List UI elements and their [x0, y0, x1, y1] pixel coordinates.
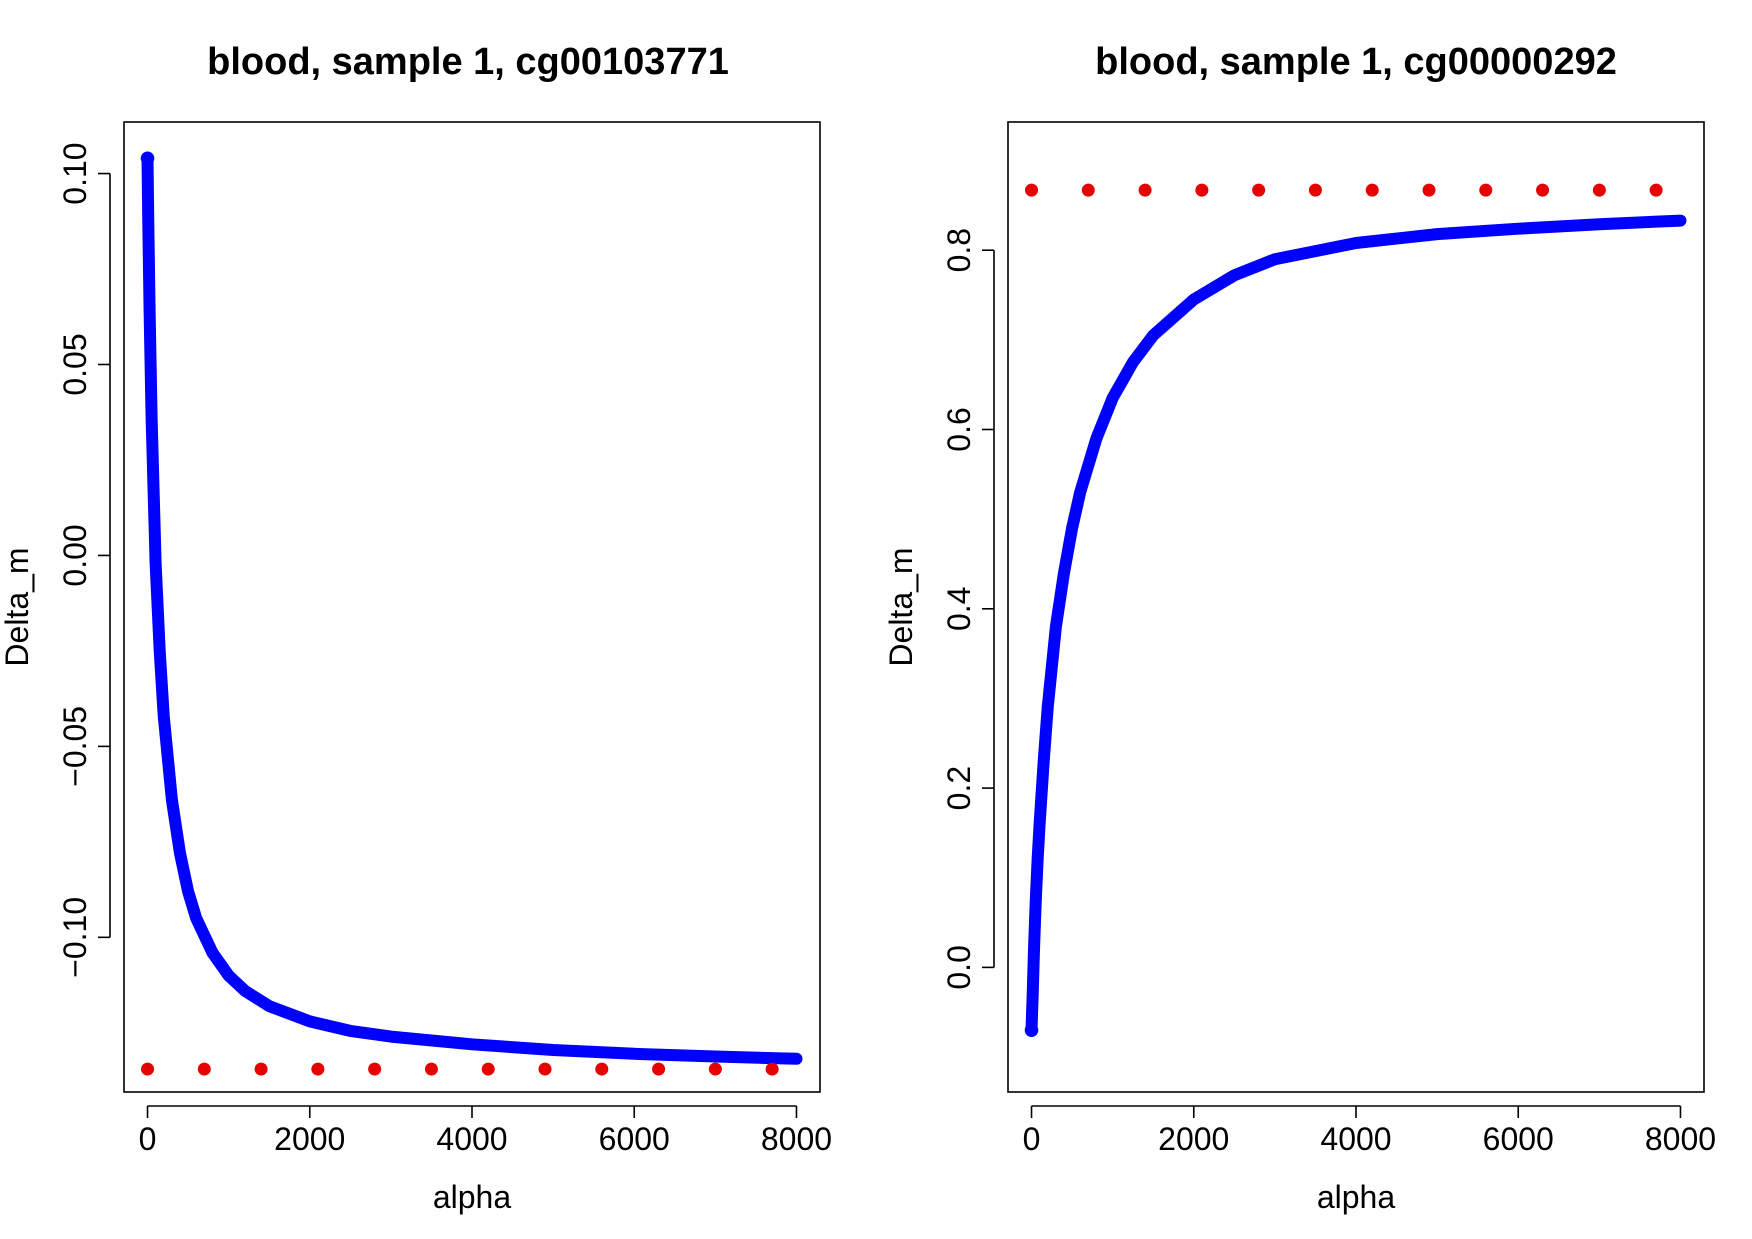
reference-point [708, 1062, 722, 1076]
reference-point [1025, 183, 1039, 197]
plot-area [1024, 183, 1687, 1037]
y-tick-label: 0.10 [57, 142, 93, 204]
reference-point [1252, 183, 1266, 197]
right-panel: blood, sample 1, cg00000292 0 2000 4000 600… [883, 41, 1716, 1215]
curve-line [141, 152, 803, 1065]
reference-point [254, 1062, 268, 1076]
reference-point [1536, 183, 1550, 197]
reference-point [197, 1062, 211, 1076]
x-tick-label: 0 [139, 1121, 157, 1157]
x-axis-label: alpha [1317, 1179, 1396, 1215]
curve-start-point [1024, 1023, 1039, 1037]
y-axis: 0.0 0.2 0.4 0.6 0.8 [941, 228, 995, 990]
x-tick-label: 6000 [599, 1121, 670, 1157]
y-axis-label: Delta_m [883, 547, 919, 666]
reference-point [1479, 183, 1493, 197]
y-tick-label: 0.0 [941, 945, 977, 989]
reference-point [1649, 183, 1663, 197]
x-tick-label: 4000 [436, 1121, 507, 1157]
reference-point [141, 1062, 155, 1076]
x-axis: 0 2000 4000 6000 8000 [1023, 1105, 1716, 1157]
curve-start-point [140, 151, 155, 166]
plot-frame [1007, 121, 1705, 1093]
reference-point [368, 1062, 382, 1076]
x-axis: 0 2000 4000 6000 8000 [139, 1105, 832, 1157]
y-tick-label: 0.2 [941, 766, 977, 810]
reference-point [1195, 183, 1209, 197]
y-axis-label: Delta_m [0, 547, 35, 666]
y-axis: −0.10 −0.05 0.00 0.05 0.10 [57, 142, 111, 978]
reference-point [1592, 183, 1606, 197]
x-tick-label: 6000 [1483, 1121, 1554, 1157]
y-tick-label: −0.10 [57, 897, 93, 978]
reference-point [1422, 183, 1436, 197]
x-tick-label: 4000 [1320, 1121, 1391, 1157]
x-axis-label: alpha [433, 1179, 512, 1215]
curve-line [1025, 214, 1687, 1037]
reference-point [765, 1062, 779, 1076]
reference-point [1081, 183, 1095, 197]
y-tick-label: 0.00 [57, 524, 93, 586]
reference-point [538, 1062, 552, 1076]
reference-point [1365, 183, 1379, 197]
reference-point [652, 1062, 666, 1076]
y-tick-label: 0.4 [941, 587, 977, 631]
reference-point [1138, 183, 1152, 197]
chart-title: blood, sample 1, cg00103771 [207, 41, 729, 83]
x-tick-label: 2000 [274, 1121, 345, 1157]
left-panel: blood, sample 1, cg00103771 0 2000 4000 600… [0, 41, 832, 1215]
reference-point [481, 1062, 495, 1076]
x-tick-label: 8000 [761, 1121, 832, 1157]
reference-point [311, 1062, 325, 1076]
plot-frame [123, 121, 821, 1093]
chart-title: blood, sample 1, cg00000292 [1095, 41, 1617, 83]
y-tick-label: 0.8 [941, 228, 977, 272]
x-tick-label: 8000 [1645, 1121, 1716, 1157]
reference-point [1308, 183, 1322, 197]
reference-point [595, 1062, 609, 1076]
x-tick-label: 0 [1023, 1121, 1041, 1157]
x-tick-label: 2000 [1158, 1121, 1229, 1157]
y-tick-label: 0.6 [941, 407, 977, 451]
y-tick-label: 0.05 [57, 333, 93, 395]
plot-area [140, 151, 803, 1076]
y-tick-label: −0.05 [57, 706, 93, 787]
reference-point [424, 1062, 438, 1076]
